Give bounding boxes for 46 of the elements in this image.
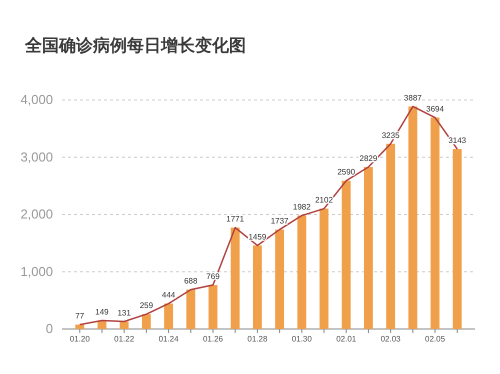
y-tick-label: 3,000: [20, 149, 53, 164]
bar: [452, 149, 462, 329]
x-tick-label: 01.22: [114, 334, 135, 344]
bar: [120, 322, 129, 329]
bar: [164, 304, 174, 329]
data-label: 131: [117, 308, 132, 318]
data-label: 1982: [292, 202, 312, 212]
data-label: 259: [140, 301, 154, 310]
bar: [208, 284, 218, 329]
x-tick-label: 01.30: [292, 334, 312, 344]
x-tick-label: 01.20: [70, 334, 90, 344]
bar: [142, 314, 151, 329]
data-label: 3887: [404, 93, 422, 102]
data-label: 444: [162, 290, 176, 300]
bar: [320, 208, 328, 329]
data-label: 1459: [248, 232, 267, 242]
y-tick-label: 2,000: [20, 206, 53, 222]
bar: [275, 230, 284, 329]
data-label: 2829: [360, 154, 378, 164]
data-label: 2590: [337, 168, 356, 177]
bar: [186, 290, 196, 329]
x-tick-label: 01.24: [158, 334, 180, 344]
bar: [252, 245, 262, 329]
x-tick-label: 02.01: [336, 334, 357, 344]
bar: [364, 167, 373, 329]
chart-title: 全国确诊病例每日增长变化图: [24, 36, 246, 55]
x-tick-label: 02.03: [380, 334, 402, 344]
bar: [386, 144, 396, 329]
bar: [430, 118, 440, 329]
bar: [75, 324, 84, 329]
x-tick-label: 01.28: [247, 334, 268, 344]
data-label: 3694: [426, 104, 444, 114]
x-tick-label: 02.05: [425, 334, 446, 344]
bar: [342, 180, 351, 329]
data-label: 77: [75, 312, 85, 321]
bar: [230, 228, 240, 329]
data-label: 149: [95, 307, 110, 316]
data-label: 688: [184, 276, 198, 286]
data-label: 1771: [226, 214, 245, 224]
bar: [297, 216, 306, 329]
y-tick-label: 0: [46, 321, 53, 336]
y-tick-label: 1,000: [20, 264, 53, 279]
x-tick-label: 01.26: [202, 334, 224, 344]
data-label: 1737: [270, 216, 290, 226]
y-tick-label: 4,000: [20, 92, 53, 108]
bar: [408, 106, 418, 329]
